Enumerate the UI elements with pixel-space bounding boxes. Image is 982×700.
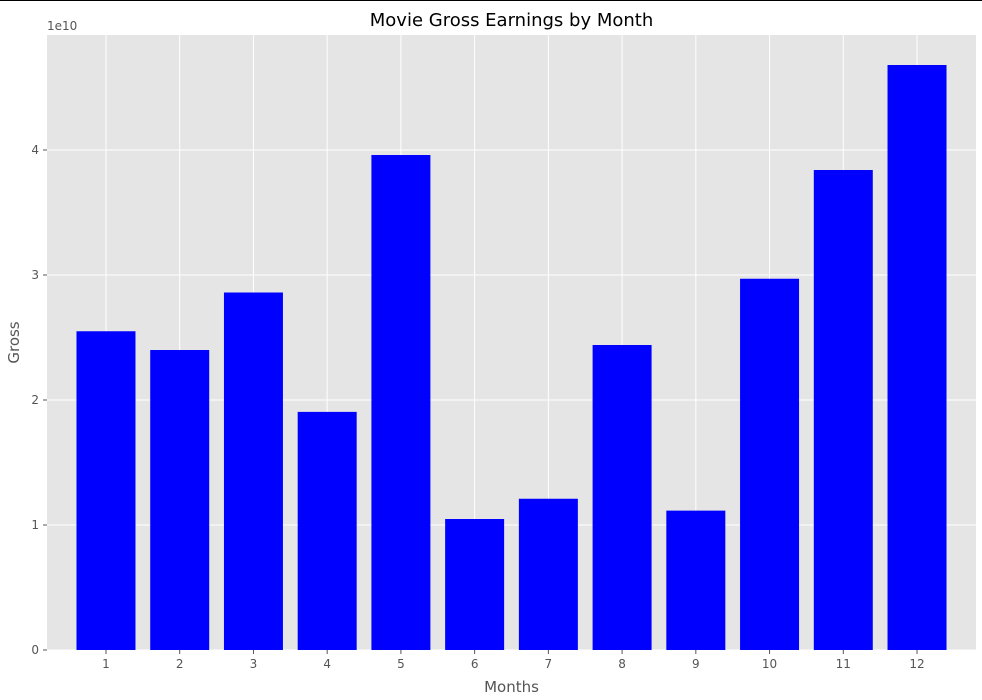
y-tick-label: 0 <box>31 643 39 657</box>
x-tick-label: 5 <box>397 657 405 671</box>
y-tick-label: 2 <box>31 393 39 407</box>
x-axis-ticks: 1 2 3 4 5 6 7 8 9 10 11 12 <box>102 650 925 671</box>
x-tick-label: 4 <box>323 657 331 671</box>
x-axis-label: Months <box>484 678 539 696</box>
bar-month-4 <box>297 411 357 650</box>
bar-month-7 <box>518 498 578 650</box>
bar-month-11 <box>813 170 873 650</box>
x-tick-label: 1 <box>102 657 110 671</box>
y-offset-label: 1e10 <box>47 19 77 33</box>
y-tick-label: 4 <box>31 143 39 157</box>
bar-month-12 <box>887 65 947 650</box>
chart-title: Movie Gross Earnings by Month <box>370 10 653 31</box>
y-axis-label: Gross <box>5 321 23 363</box>
x-tick-label: 12 <box>909 657 924 671</box>
x-tick-label: 11 <box>836 657 851 671</box>
x-tick-label: 6 <box>471 657 479 671</box>
x-tick-label: 8 <box>618 657 626 671</box>
bar-month-1 <box>76 331 136 650</box>
y-tick-label: 3 <box>31 268 39 282</box>
x-tick-label: 7 <box>545 657 553 671</box>
x-tick-label: 2 <box>176 657 184 671</box>
x-tick-label: 3 <box>250 657 258 671</box>
bar-month-2 <box>150 350 210 650</box>
y-tick-label: 1 <box>31 518 39 532</box>
bar-month-9 <box>666 510 726 650</box>
bar-month-5 <box>371 155 431 650</box>
bar-month-6 <box>445 519 505 650</box>
x-tick-label: 10 <box>762 657 777 671</box>
y-axis-ticks: 0 1 2 3 4 <box>31 143 47 657</box>
bar-month-8 <box>592 345 652 650</box>
bars <box>76 65 947 650</box>
top-border <box>0 0 982 1</box>
bar-month-10 <box>740 278 800 650</box>
bar-month-3 <box>223 292 283 650</box>
x-tick-label: 9 <box>692 657 700 671</box>
